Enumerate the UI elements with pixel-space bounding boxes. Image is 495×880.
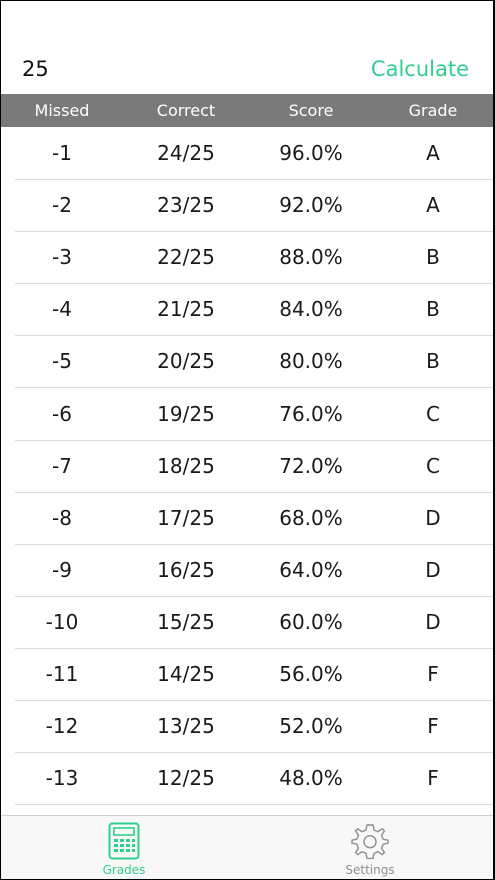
cell-grade: D: [425, 557, 441, 582]
table-row[interactable]: -12 13/25 52.0% F: [1, 700, 493, 754]
cell-missed: -13: [45, 766, 79, 791]
cell-score: 56.0%: [279, 661, 343, 686]
cell-missed: -7: [52, 453, 72, 478]
table-row[interactable]: -1 24/25 96.0% A: [1, 127, 493, 181]
cell-score: 60.0%: [279, 609, 343, 634]
gear-icon: [350, 822, 390, 866]
table-row[interactable]: -5 20/25 80.0% B: [1, 335, 493, 389]
cell-correct: 18/25: [157, 453, 215, 478]
cell-grade: D: [425, 609, 441, 634]
cell-score: 48.0%: [279, 766, 343, 791]
cell-correct: 16/25: [157, 557, 215, 582]
cell-score: 84.0%: [279, 297, 343, 322]
cell-grade: B: [426, 245, 440, 270]
calculate-button[interactable]: Calculate: [371, 53, 469, 85]
table-row[interactable]: -6 19/25 76.0% C: [1, 387, 493, 441]
cell-correct: 24/25: [157, 141, 215, 166]
cell-score: 72.0%: [279, 453, 343, 478]
cell-missed: -6: [52, 401, 72, 426]
row-divider: [15, 700, 493, 702]
cell-score: 76.0%: [279, 401, 343, 426]
header-correct: Correct: [156, 101, 216, 120]
row-divider: [15, 595, 493, 597]
tab-grades-label: Grades: [102, 863, 146, 877]
tab-settings[interactable]: Settings: [247, 816, 493, 879]
total-questions-input[interactable]: [22, 54, 142, 84]
row-divider: [15, 439, 493, 441]
table-row[interactable]: -11 14/25 56.0% F: [1, 648, 493, 702]
cell-grade: B: [426, 297, 440, 322]
cell-score: 96.0%: [279, 141, 343, 166]
cell-correct: 15/25: [157, 609, 215, 634]
cell-correct: 19/25: [157, 401, 215, 426]
tab-bar: Grades Settings: [1, 815, 493, 879]
row-divider: [15, 179, 493, 181]
calculator-icon: [108, 822, 140, 864]
cell-correct: 21/25: [157, 297, 215, 322]
table-row[interactable]: -9 16/25 64.0% D: [1, 544, 493, 597]
table-row[interactable]: -8 17/25 68.0% D: [1, 492, 493, 545]
cell-grade: A: [426, 193, 440, 218]
cell-correct: 22/25: [157, 245, 215, 270]
cell-missed: -11: [45, 661, 79, 686]
cell-score: 92.0%: [279, 193, 343, 218]
cell-grade: A: [426, 141, 440, 166]
tab-grades[interactable]: Grades: [1, 816, 247, 879]
cell-grade: C: [426, 453, 440, 478]
cell-correct: 20/25: [157, 349, 215, 374]
cell-correct: 23/25: [157, 193, 215, 218]
row-divider: [15, 647, 493, 649]
row-divider: [15, 283, 493, 285]
cell-score: 88.0%: [279, 245, 343, 270]
table-header: Missed Correct Score Grade: [1, 94, 493, 127]
row-divider: [15, 387, 493, 389]
cell-grade: F: [427, 714, 439, 739]
table-row[interactable]: -4 21/25 84.0% B: [1, 283, 493, 337]
grades-table[interactable]: -1 24/25 96.0% A -2 23/25 92.0% A -3 22/25 88.0% B -…: [1, 127, 493, 815]
cell-missed: -10: [45, 609, 79, 634]
cell-missed: -4: [52, 297, 72, 322]
row-divider: [15, 804, 493, 806]
header-score: Score: [288, 101, 334, 120]
cell-grade: C: [426, 401, 440, 426]
cell-missed: -1: [52, 141, 72, 166]
cell-missed: -5: [52, 349, 72, 374]
cell-score: 64.0%: [279, 557, 343, 582]
cell-missed: -3: [52, 245, 72, 270]
cell-score: 80.0%: [279, 349, 343, 374]
cell-missed: -8: [52, 505, 72, 530]
cell-correct: 17/25: [157, 505, 215, 530]
table-row[interactable]: -7 18/25 72.0% C: [1, 440, 493, 493]
cell-grade: F: [427, 766, 439, 791]
cell-grade: F: [427, 661, 439, 686]
row-divider: [15, 491, 493, 493]
cell-score: 52.0%: [279, 714, 343, 739]
table-row[interactable]: -3 22/25 88.0% B: [1, 231, 493, 285]
row-divider: [15, 752, 493, 754]
header-grade: Grade: [408, 101, 458, 120]
cell-missed: -2: [52, 193, 72, 218]
row-divider: [15, 543, 493, 545]
row-divider: [15, 231, 493, 233]
table-row[interactable]: -10 15/25 60.0% D: [1, 596, 493, 649]
row-divider: [15, 335, 493, 337]
cell-missed: -12: [45, 714, 79, 739]
cell-missed: -9: [52, 557, 72, 582]
cell-correct: 14/25: [157, 661, 215, 686]
table-row[interactable]: -2 23/25 92.0% A: [1, 179, 493, 233]
table-row[interactable]: -13 12/25 48.0% F: [1, 752, 493, 806]
cell-correct: 13/25: [157, 714, 215, 739]
cell-grade: D: [425, 505, 441, 530]
header-missed: Missed: [34, 101, 90, 120]
top-bar: Calculate: [1, 1, 493, 94]
cell-grade: B: [426, 349, 440, 374]
cell-correct: 12/25: [157, 766, 215, 791]
tab-settings-label: Settings: [345, 863, 395, 877]
cell-score: 68.0%: [279, 505, 343, 530]
